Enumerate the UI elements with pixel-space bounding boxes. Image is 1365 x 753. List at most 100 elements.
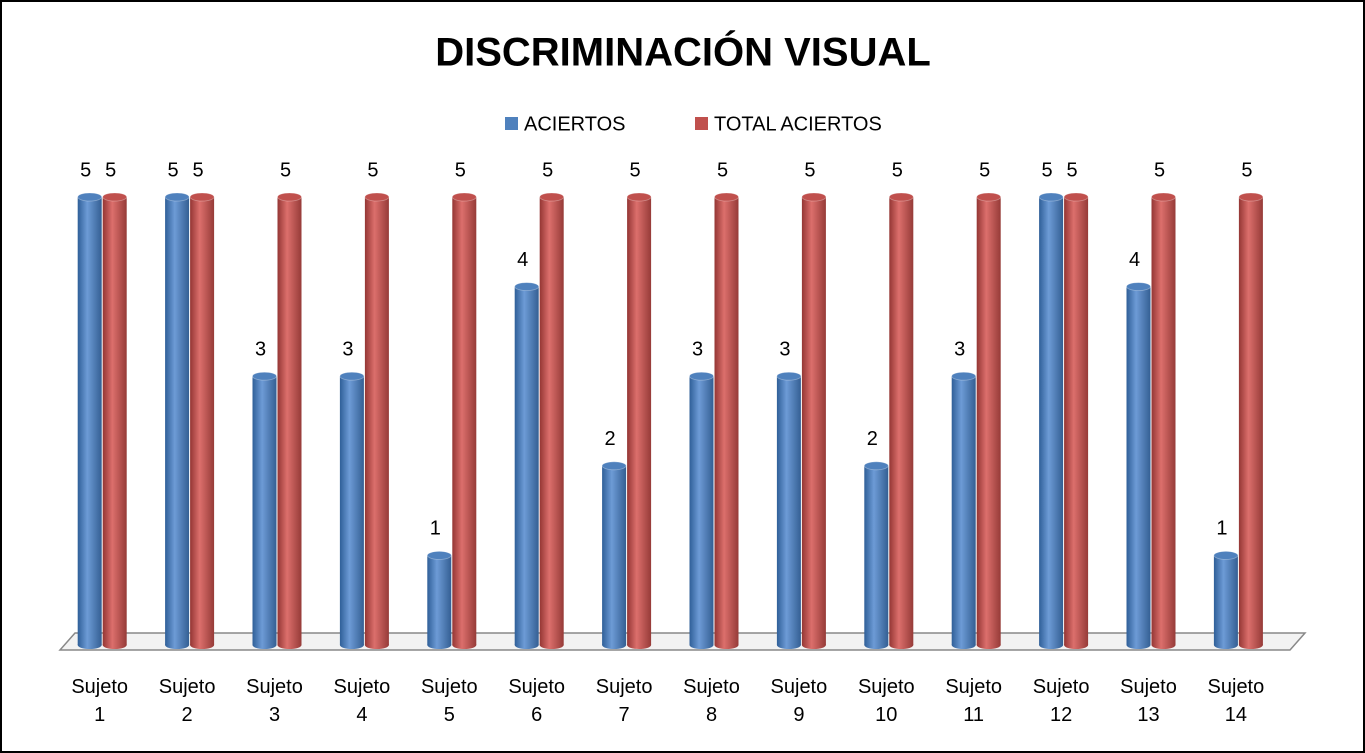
bar-bottom [1151, 641, 1176, 649]
data-label: 5 [280, 159, 291, 181]
bar-bottom [627, 641, 652, 649]
bar [776, 376, 801, 645]
x-tick-label: Sujeto 2 [158, 676, 216, 726]
bar-bottom [102, 641, 127, 649]
bar-cap [863, 461, 889, 471]
bar-cap [801, 192, 827, 202]
bar-cap [339, 371, 365, 381]
data-label: 5 [717, 159, 728, 181]
bar-cap [888, 192, 914, 202]
x-tick-label: Sujeto 3 [246, 676, 303, 726]
x-tick-label: Sujeto 6 [508, 676, 566, 726]
data-label: 5 [1241, 159, 1252, 181]
bar-bottom [190, 641, 215, 649]
bar-bottom [539, 641, 564, 649]
bar-cap [189, 192, 215, 202]
bar-cap [776, 371, 802, 381]
bar [864, 465, 889, 645]
legend-swatch [695, 117, 708, 130]
bar-cap [426, 551, 452, 560]
data-label: 5 [193, 159, 204, 181]
bar [1064, 197, 1089, 645]
bar-bottom [689, 641, 714, 649]
x-tick-label: Sujeto 5 [420, 676, 478, 726]
bar [889, 197, 914, 645]
data-label: 5 [1154, 159, 1165, 181]
bar-bottom [452, 641, 477, 649]
x-tick-label: Sujeto 12 [1032, 676, 1090, 726]
bar-bottom [252, 641, 277, 649]
bar-cap [451, 192, 477, 202]
bar-bottom [1238, 641, 1263, 649]
bar-cap [1126, 282, 1151, 292]
data-label: 5 [1067, 159, 1078, 181]
bar-cap [252, 371, 277, 381]
data-label: 3 [779, 338, 790, 360]
data-label: 5 [168, 159, 179, 181]
bar-bottom [1126, 641, 1151, 649]
bar-bottom [277, 641, 302, 649]
bar-cap [951, 371, 977, 381]
bar [1213, 555, 1238, 645]
bar-bottom [714, 641, 739, 649]
data-label: 5 [367, 159, 378, 181]
bar-cap [1151, 192, 1176, 202]
bar-cap [626, 192, 652, 202]
data-label: 5 [1042, 159, 1053, 181]
bar-cap [1213, 551, 1239, 560]
bar [427, 555, 452, 645]
x-tick-label: Sujeto 4 [333, 676, 391, 726]
data-label: 3 [342, 338, 353, 360]
data-label: 3 [255, 338, 266, 360]
x-tick-label: Sujeto 10 [857, 676, 915, 726]
bar-cap [164, 192, 190, 202]
data-label: 2 [867, 428, 878, 450]
bar-cap [689, 371, 714, 381]
bar-cap [277, 192, 302, 202]
bar-bottom [514, 641, 539, 649]
data-label: 2 [605, 428, 616, 450]
bar-bottom [1064, 641, 1089, 649]
data-label: 4 [517, 249, 528, 271]
bar [1126, 286, 1151, 645]
bar-cap [514, 282, 540, 292]
bar-bottom [602, 641, 627, 649]
bar-cap [1038, 192, 1064, 202]
bar-bottom [77, 641, 102, 649]
bar-cap [77, 192, 103, 202]
legend-label: TOTAL ACIERTOS [714, 113, 882, 135]
bar-cap [364, 192, 390, 202]
bar [976, 197, 1001, 645]
data-label: 5 [630, 159, 641, 181]
bar-bottom [776, 641, 801, 649]
bar [165, 197, 190, 645]
data-label: 5 [455, 159, 466, 181]
bar [951, 376, 976, 645]
x-tick-label: Sujeto 1 [71, 676, 129, 726]
data-label: 5 [542, 159, 553, 181]
bar-cap [976, 192, 1002, 202]
bar [102, 197, 127, 645]
bar-bottom [1213, 641, 1238, 649]
bar [277, 197, 302, 645]
bar-bottom [864, 641, 889, 649]
data-label: 3 [692, 338, 703, 360]
bar [77, 197, 102, 645]
data-label: 1 [430, 518, 441, 540]
chart-title: DISCRIMINACIÓN VISUAL [435, 29, 931, 75]
data-label: 5 [892, 159, 903, 181]
bar [1039, 197, 1064, 645]
legend-label: ACIERTOS [524, 113, 626, 135]
data-label: 5 [80, 159, 91, 181]
bar [339, 376, 364, 645]
bar [514, 286, 539, 645]
bar [190, 197, 215, 645]
data-label: 1 [1216, 518, 1227, 540]
bar [801, 197, 826, 645]
bar-cap [714, 192, 739, 202]
bar-bottom [364, 641, 389, 649]
bar [252, 376, 277, 645]
bar-bottom [889, 641, 914, 649]
